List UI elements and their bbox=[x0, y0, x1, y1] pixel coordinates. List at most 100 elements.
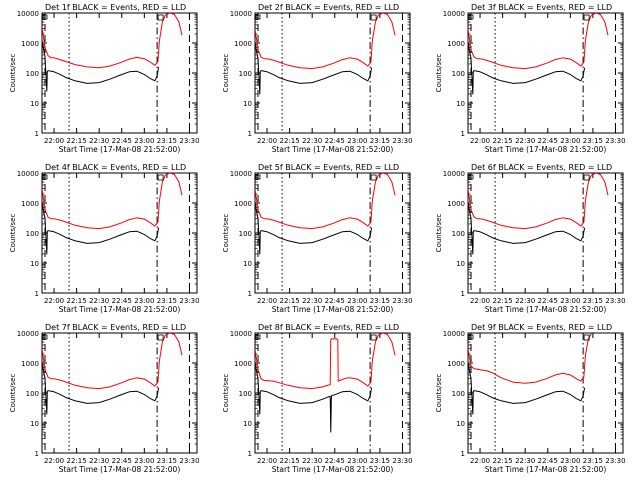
x-tick-label: 23:00 bbox=[134, 457, 154, 465]
y-tick-label: 100 bbox=[239, 70, 252, 78]
x-tick-label: 22:30 bbox=[515, 457, 535, 465]
x-tick-label: 23:15 bbox=[583, 297, 603, 305]
series-line-events bbox=[42, 362, 160, 415]
x-tick-label: 22:45 bbox=[112, 457, 132, 465]
start-marker bbox=[42, 174, 48, 180]
series-line-events bbox=[255, 202, 373, 255]
y-tick-label: 100 bbox=[26, 230, 39, 238]
y-tick-label: 1000 bbox=[447, 40, 465, 48]
flag-marker bbox=[583, 174, 590, 181]
y-tick-label: 1 bbox=[461, 450, 465, 458]
y-axis-label: Counts/sec bbox=[9, 214, 17, 253]
flag-marker bbox=[157, 334, 164, 341]
panel-7: Det 7f BLACK = Events, RED = LLD 1 10 100 10… bbox=[9, 323, 200, 474]
x-tick-label: 22:45 bbox=[325, 297, 345, 305]
x-axis-label: Start Time (17-Mar-08 21:52:00) bbox=[272, 305, 394, 314]
panel-9: Det 9f BLACK = Events, RED = LLD 1 10 100 10… bbox=[435, 323, 626, 474]
flag-marker bbox=[370, 174, 377, 181]
x-tick-label: 22:00 bbox=[257, 457, 277, 465]
start-marker bbox=[468, 174, 474, 180]
x-tick-label: 22:15 bbox=[493, 457, 513, 465]
x-tick-label: 22:30 bbox=[89, 457, 109, 465]
x-tick-label: 23:00 bbox=[347, 457, 367, 465]
y-tick-label: 1 bbox=[35, 450, 39, 458]
plot-frame bbox=[254, 172, 411, 294]
panel-title: Det 4f BLACK = Events, RED = LLD bbox=[45, 163, 186, 172]
panel-title: Det 8f BLACK = Events, RED = LLD bbox=[258, 323, 399, 332]
x-tick-label: 23:30 bbox=[392, 457, 412, 465]
y-tick-label: 100 bbox=[452, 230, 465, 238]
y-tick-label: 10000 bbox=[17, 10, 39, 18]
x-tick-label: 22:00 bbox=[44, 137, 64, 145]
y-tick-label: 10 bbox=[243, 420, 252, 428]
y-tick-label: 10000 bbox=[230, 330, 252, 338]
x-tick-label: 23:15 bbox=[157, 137, 177, 145]
y-tick-label: 1 bbox=[248, 130, 252, 138]
series-line-lld bbox=[255, 173, 396, 230]
y-axis-label: Counts/sec bbox=[9, 374, 17, 413]
x-axis-label: Start Time (17-Mar-08 21:52:00) bbox=[59, 145, 181, 154]
x-tick-label: 22:00 bbox=[470, 457, 490, 465]
x-tick-label: 23:00 bbox=[134, 297, 154, 305]
x-tick-label: 22:45 bbox=[112, 297, 132, 305]
y-tick-label: 1000 bbox=[21, 40, 39, 48]
x-tick-label: 22:45 bbox=[538, 297, 558, 305]
y-tick-label: 1 bbox=[461, 290, 465, 298]
y-tick-label: 1000 bbox=[234, 200, 252, 208]
x-tick-label: 22:45 bbox=[112, 137, 132, 145]
panel-2: Det 2f BLACK = Events, RED = LLD 1 10 100 10… bbox=[222, 3, 413, 154]
x-axis-label: Start Time (17-Mar-08 21:52:00) bbox=[59, 305, 181, 314]
panel-3: Det 3f BLACK = Events, RED = LLD 1 10 100 10… bbox=[435, 3, 626, 154]
y-tick-label: 1 bbox=[35, 130, 39, 138]
panel-title: Det 7f BLACK = Events, RED = LLD bbox=[45, 323, 186, 332]
x-tick-label: 22:30 bbox=[89, 137, 109, 145]
x-tick-label: 22:00 bbox=[44, 297, 64, 305]
x-tick-label: 22:30 bbox=[515, 137, 535, 145]
x-tick-label: 22:15 bbox=[280, 297, 300, 305]
x-tick-label: 22:00 bbox=[44, 457, 64, 465]
x-tick-label: 23:15 bbox=[370, 137, 390, 145]
plot-frame bbox=[41, 12, 198, 134]
start-marker bbox=[255, 334, 261, 340]
x-axis-label: Start Time (17-Mar-08 21:52:00) bbox=[485, 145, 607, 154]
flag-marker bbox=[157, 174, 164, 181]
y-tick-label: 100 bbox=[26, 390, 39, 398]
x-tick-label: 23:30 bbox=[605, 137, 625, 145]
plot-frame bbox=[254, 332, 411, 454]
x-tick-label: 22:30 bbox=[302, 457, 322, 465]
x-tick-label: 22:30 bbox=[515, 297, 535, 305]
x-tick-label: 22:15 bbox=[493, 297, 513, 305]
panel-5: Det 5f BLACK = Events, RED = LLD 1 10 100 10… bbox=[222, 163, 413, 314]
x-tick-label: 22:15 bbox=[67, 457, 87, 465]
y-tick-label: 10000 bbox=[230, 10, 252, 18]
y-axis-label: Counts/sec bbox=[222, 214, 230, 253]
x-tick-label: 22:15 bbox=[280, 137, 300, 145]
x-tick-label: 23:30 bbox=[392, 137, 412, 145]
y-tick-label: 100 bbox=[239, 390, 252, 398]
flag-marker bbox=[370, 14, 377, 21]
y-tick-label: 10 bbox=[456, 420, 465, 428]
series-line-lld bbox=[42, 13, 183, 69]
y-tick-label: 1 bbox=[248, 450, 252, 458]
y-tick-label: 100 bbox=[452, 70, 465, 78]
x-tick-label: 23:15 bbox=[583, 137, 603, 145]
x-tick-label: 22:15 bbox=[493, 137, 513, 145]
x-tick-label: 23:00 bbox=[560, 457, 580, 465]
x-tick-label: 23:30 bbox=[605, 457, 625, 465]
x-tick-label: 22:30 bbox=[302, 137, 322, 145]
x-tick-label: 22:45 bbox=[538, 137, 558, 145]
x-tick-label: 22:00 bbox=[257, 137, 277, 145]
y-tick-label: 100 bbox=[452, 390, 465, 398]
plot-frame bbox=[41, 332, 198, 454]
y-tick-label: 10000 bbox=[443, 170, 465, 178]
y-tick-label: 1000 bbox=[21, 360, 39, 368]
x-tick-label: 22:45 bbox=[325, 457, 345, 465]
y-axis-label: Counts/sec bbox=[435, 214, 443, 253]
plot-frame bbox=[41, 172, 198, 294]
series-line-events bbox=[255, 42, 373, 95]
series-line-lld bbox=[468, 333, 592, 384]
x-axis-label: Start Time (17-Mar-08 21:52:00) bbox=[485, 305, 607, 314]
start-marker bbox=[255, 174, 261, 180]
x-tick-label: 22:30 bbox=[302, 297, 322, 305]
start-marker bbox=[255, 14, 261, 20]
